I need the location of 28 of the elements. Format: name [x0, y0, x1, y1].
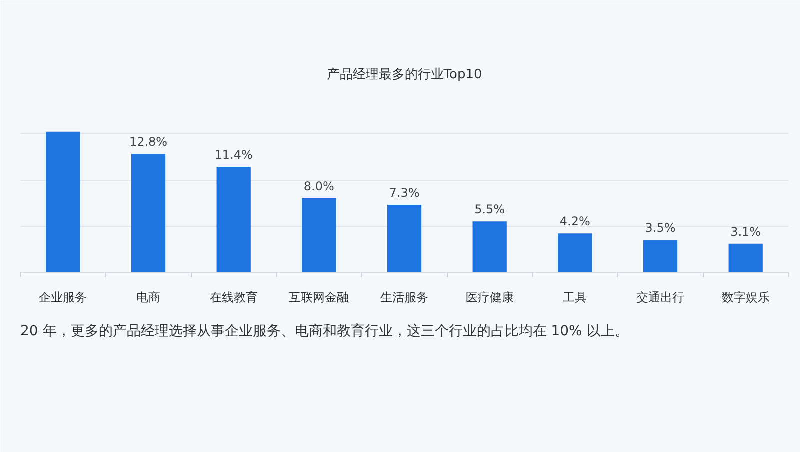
bar — [46, 132, 80, 272]
x-tick-label: 企业服务 — [39, 290, 88, 304]
data-label: 5.5% — [474, 202, 506, 217]
x-tick-label: 互联网金融 — [289, 290, 350, 304]
x-tick-label: 生活服务 — [380, 290, 428, 304]
x-tick-label: 工具 — [563, 290, 588, 304]
text: 20 年，更多的产品经理选择从事企业服务、电商和教育行业，这三个行业的占比均在 10% 以上。 — [20, 322, 629, 340]
data-label: 8.0% — [304, 180, 334, 194]
x-tick-label: 电商 — [136, 290, 160, 304]
bar — [387, 204, 422, 272]
x-tick-label: 在线教育 — [210, 290, 258, 304]
data-label: 7.3% — [389, 186, 420, 200]
bar — [302, 198, 336, 272]
x-tick-label: 数字娱乐 — [722, 290, 770, 304]
bar — [131, 154, 166, 272]
x-tick-label: 医疗健康 — [466, 290, 514, 304]
bar — [643, 240, 678, 272]
data-label: 11.4% — [214, 148, 253, 162]
bar — [728, 244, 763, 272]
data-label: 3.5% — [645, 221, 676, 236]
chart-title: 产品经理最多的行业Top10 — [326, 68, 482, 82]
bar — [472, 222, 507, 272]
x-tick-label: 交通出行 — [636, 290, 684, 304]
data-label: 12.8% — [129, 135, 168, 150]
bar — [216, 167, 251, 272]
bar — [558, 234, 592, 272]
data-label: 4.2% — [560, 214, 590, 229]
data-label: 3.1% — [730, 224, 762, 239]
